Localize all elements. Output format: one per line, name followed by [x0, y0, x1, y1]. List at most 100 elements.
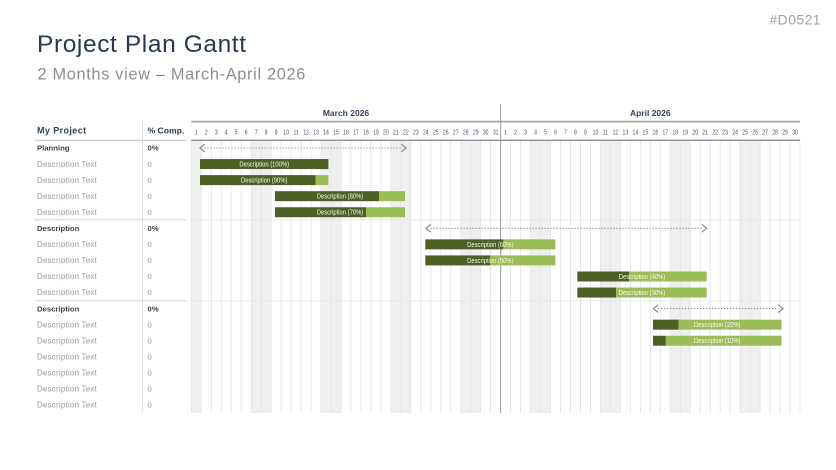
svg-text:April 2026: April 2026 [630, 108, 671, 118]
svg-text:28: 28 [463, 130, 469, 137]
svg-text:5: 5 [235, 130, 238, 137]
svg-text:March 2026: March 2026 [323, 108, 370, 118]
svg-text:Description Text: Description Text [37, 192, 98, 201]
svg-text:4: 4 [534, 130, 537, 137]
svg-text:0: 0 [148, 208, 152, 217]
svg-text:Description (30%): Description (30%) [619, 289, 665, 297]
svg-text:Description Text: Description Text [37, 272, 98, 281]
svg-text:0%: 0% [148, 224, 159, 233]
svg-text:Description Text: Description Text [37, 176, 98, 185]
svg-text:Description (100%): Description (100%) [239, 161, 289, 169]
svg-text:17: 17 [353, 130, 359, 137]
svg-text:2 Months view – March-April 20: 2 Months view – March-April 2026 [38, 65, 307, 83]
svg-text:Description Text: Description Text [37, 352, 98, 361]
svg-text:Description (20%): Description (20%) [694, 322, 740, 330]
svg-text:9: 9 [584, 130, 587, 137]
svg-text:Description Text: Description Text [37, 320, 98, 329]
svg-text:30: 30 [792, 130, 798, 137]
svg-text:6: 6 [554, 130, 557, 137]
svg-text:0: 0 [148, 385, 152, 394]
svg-text:11: 11 [293, 130, 299, 137]
svg-text:29: 29 [782, 130, 788, 137]
svg-text:20: 20 [692, 130, 698, 137]
svg-text:0: 0 [148, 288, 152, 297]
svg-text:27: 27 [762, 130, 768, 137]
svg-text:8: 8 [574, 130, 577, 137]
svg-text:5: 5 [544, 130, 547, 137]
svg-text:3: 3 [524, 130, 527, 137]
svg-text:30: 30 [483, 130, 489, 137]
svg-text:3: 3 [215, 130, 218, 137]
svg-text:2: 2 [205, 130, 208, 137]
svg-text:Description (40%): Description (40%) [619, 273, 665, 281]
svg-text:20: 20 [383, 130, 389, 137]
svg-text:16: 16 [652, 130, 658, 137]
svg-text:Description (90%): Description (90%) [241, 177, 287, 185]
svg-text:Description: Description [37, 224, 80, 233]
svg-text:31: 31 [493, 130, 499, 137]
svg-text:0%: 0% [148, 304, 159, 313]
svg-text:Description Text: Description Text [37, 240, 98, 249]
svg-text:10: 10 [593, 130, 599, 137]
svg-text:Description: Description [37, 304, 80, 313]
svg-text:13: 13 [623, 130, 629, 137]
svg-text:My Project: My Project [37, 126, 87, 136]
svg-text:0: 0 [148, 352, 152, 361]
svg-text:26: 26 [443, 130, 449, 137]
svg-text:15: 15 [333, 130, 339, 137]
svg-text:Description Text: Description Text [37, 385, 98, 394]
svg-text:0: 0 [148, 256, 152, 265]
svg-text:22: 22 [712, 130, 718, 137]
svg-text:12: 12 [613, 130, 619, 137]
svg-text:28: 28 [772, 130, 778, 137]
svg-text:0: 0 [148, 176, 152, 185]
svg-text:21: 21 [393, 130, 399, 137]
svg-text:Project Plan Gantt: Project Plan Gantt [37, 31, 247, 58]
svg-text:25: 25 [433, 130, 439, 137]
svg-text:26: 26 [752, 130, 758, 137]
svg-text:19: 19 [682, 130, 688, 137]
svg-text:22: 22 [403, 130, 409, 137]
svg-text:10: 10 [283, 130, 289, 137]
svg-text:Description (70%): Description (70%) [317, 209, 363, 217]
svg-text:Description Text: Description Text [37, 160, 98, 169]
svg-text:Planning: Planning [37, 144, 70, 153]
svg-text:14: 14 [323, 130, 329, 137]
svg-text:Description Text: Description Text [37, 369, 98, 378]
svg-text:24: 24 [732, 130, 738, 137]
svg-text:17: 17 [662, 130, 668, 137]
svg-text:1: 1 [504, 130, 507, 137]
svg-text:9: 9 [275, 130, 278, 137]
svg-text:0: 0 [148, 320, 152, 329]
svg-text:Description (50%): Description (50%) [467, 257, 513, 265]
svg-text:0: 0 [148, 240, 152, 249]
svg-text:4: 4 [225, 130, 228, 137]
svg-text:25: 25 [742, 130, 748, 137]
svg-text:0: 0 [148, 192, 152, 201]
svg-text:8: 8 [265, 130, 268, 137]
svg-text:2: 2 [514, 130, 517, 137]
svg-text:Description Text: Description Text [37, 256, 98, 265]
svg-text:7: 7 [564, 130, 567, 137]
svg-text:18: 18 [672, 130, 678, 137]
svg-text:0: 0 [148, 272, 152, 281]
svg-text:Description Text: Description Text [37, 336, 98, 345]
svg-text:Description Text: Description Text [37, 288, 98, 297]
svg-text:13: 13 [313, 130, 319, 137]
svg-text:16: 16 [343, 130, 349, 137]
svg-text:Description (10%): Description (10%) [694, 338, 740, 346]
svg-text:24: 24 [423, 130, 429, 137]
svg-text:0: 0 [148, 401, 152, 410]
svg-text:11: 11 [603, 130, 609, 137]
svg-text:% Comp.: % Comp. [148, 126, 185, 136]
svg-text:Description (60%): Description (60%) [467, 241, 513, 249]
svg-text:6: 6 [245, 130, 248, 137]
svg-text:Description Text: Description Text [37, 401, 98, 410]
svg-text:18: 18 [363, 130, 369, 137]
svg-text:23: 23 [722, 130, 728, 137]
svg-text:29: 29 [473, 130, 479, 137]
svg-text:27: 27 [453, 130, 459, 137]
svg-text:1: 1 [195, 130, 198, 137]
svg-text:14: 14 [633, 130, 639, 137]
svg-text:23: 23 [413, 130, 419, 137]
